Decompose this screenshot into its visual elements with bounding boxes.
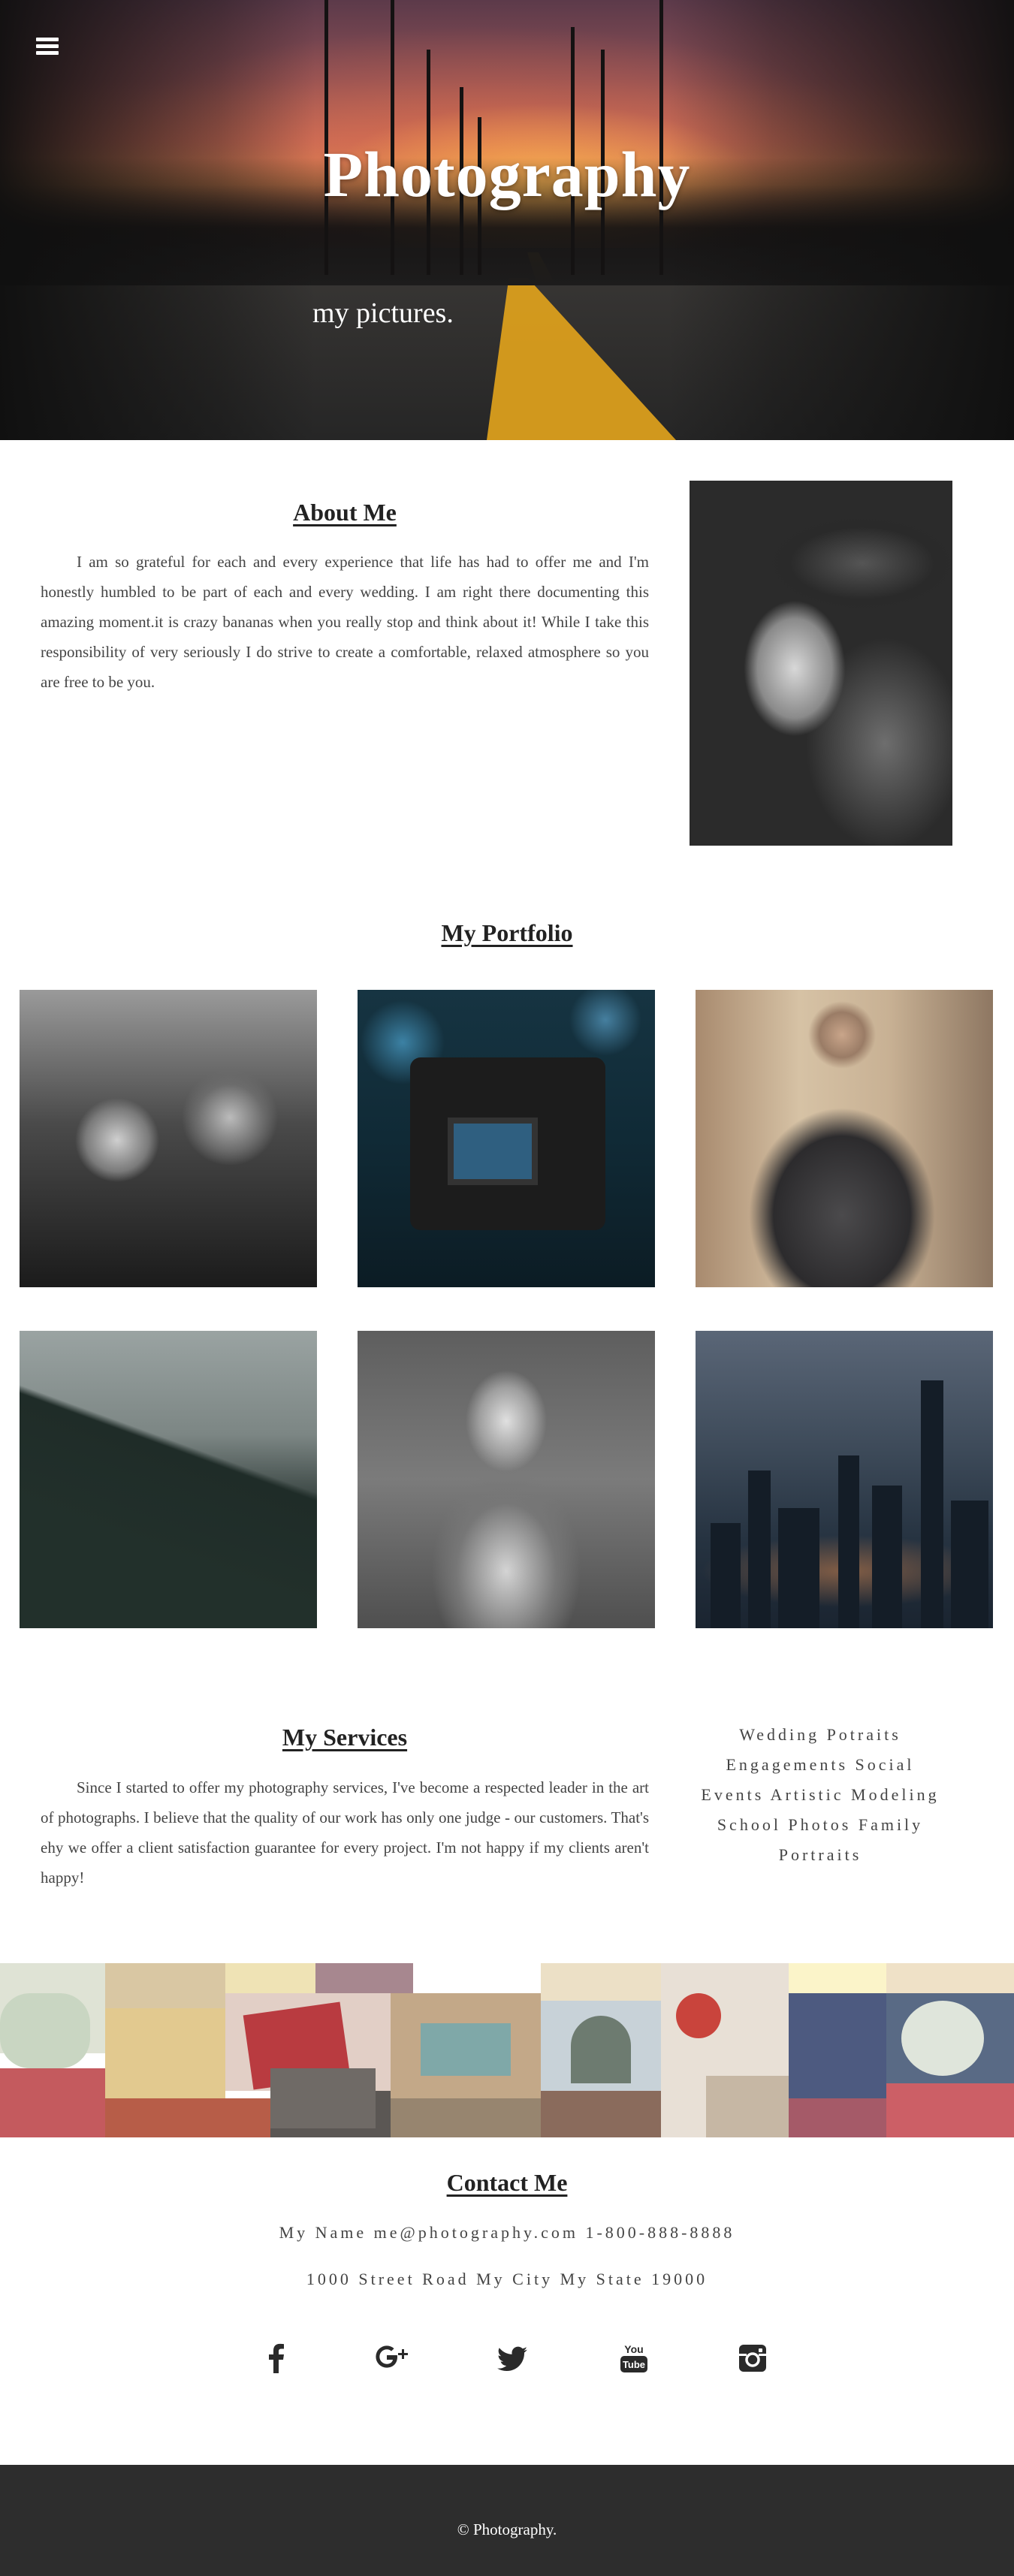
contact-address: 1000 Street Road My City My State 19000 [306,2270,708,2288]
facebook-icon[interactable] [258,2340,294,2376]
contact-heading: Contact Me [446,2169,568,2196]
hamburger-menu-icon[interactable] [36,38,59,57]
google-plus-icon[interactable] [374,2340,410,2376]
portfolio-image-road[interactable] [20,1331,317,1628]
services-list-line: Events Artistic Modeling [701,1785,940,1804]
services-list-line: Engagements Social [726,1755,915,1774]
twitter-icon[interactable] [494,2340,530,2376]
about-portrait-image [690,481,952,846]
site-subtitle: my pictures. [312,297,454,329]
photo-collage-banner [0,1963,1014,2137]
services-text: Since I started to offer my photography … [41,1778,649,1887]
portfolio-image-city[interactable] [696,1331,993,1628]
svg-text:You: You [624,2343,643,2355]
svg-text:Tube: Tube [623,2359,645,2370]
hero-banner [0,0,1014,440]
services-list-line: Portraits [778,1845,862,1864]
youtube-icon[interactable]: You Tube [616,2340,652,2376]
services-list-line: Wedding Potraits [739,1725,901,1744]
contact-details: My Name me@photography.com 1-800-888-888… [279,2223,735,2242]
footer [0,2465,1014,2576]
portfolio-heading: My Portfolio [441,919,573,946]
about-heading: About Me [293,499,397,526]
services-heading: My Services [282,1724,408,1751]
services-list: Wedding Potraits Engagements Social Even… [678,1720,963,1870]
footer-copyright: © Photography. [457,2520,557,2538]
portfolio-image-camera[interactable] [358,990,655,1287]
instagram-icon[interactable] [735,2340,771,2376]
portfolio-image-woman[interactable] [358,1331,655,1628]
site-title: Photography [323,138,691,210]
about-text: I am so grateful for each and every expe… [41,553,649,691]
portfolio-image-couple[interactable] [20,990,317,1287]
services-list-line: School Photos Family [717,1815,924,1834]
portfolio-image-photographer[interactable] [696,990,993,1287]
